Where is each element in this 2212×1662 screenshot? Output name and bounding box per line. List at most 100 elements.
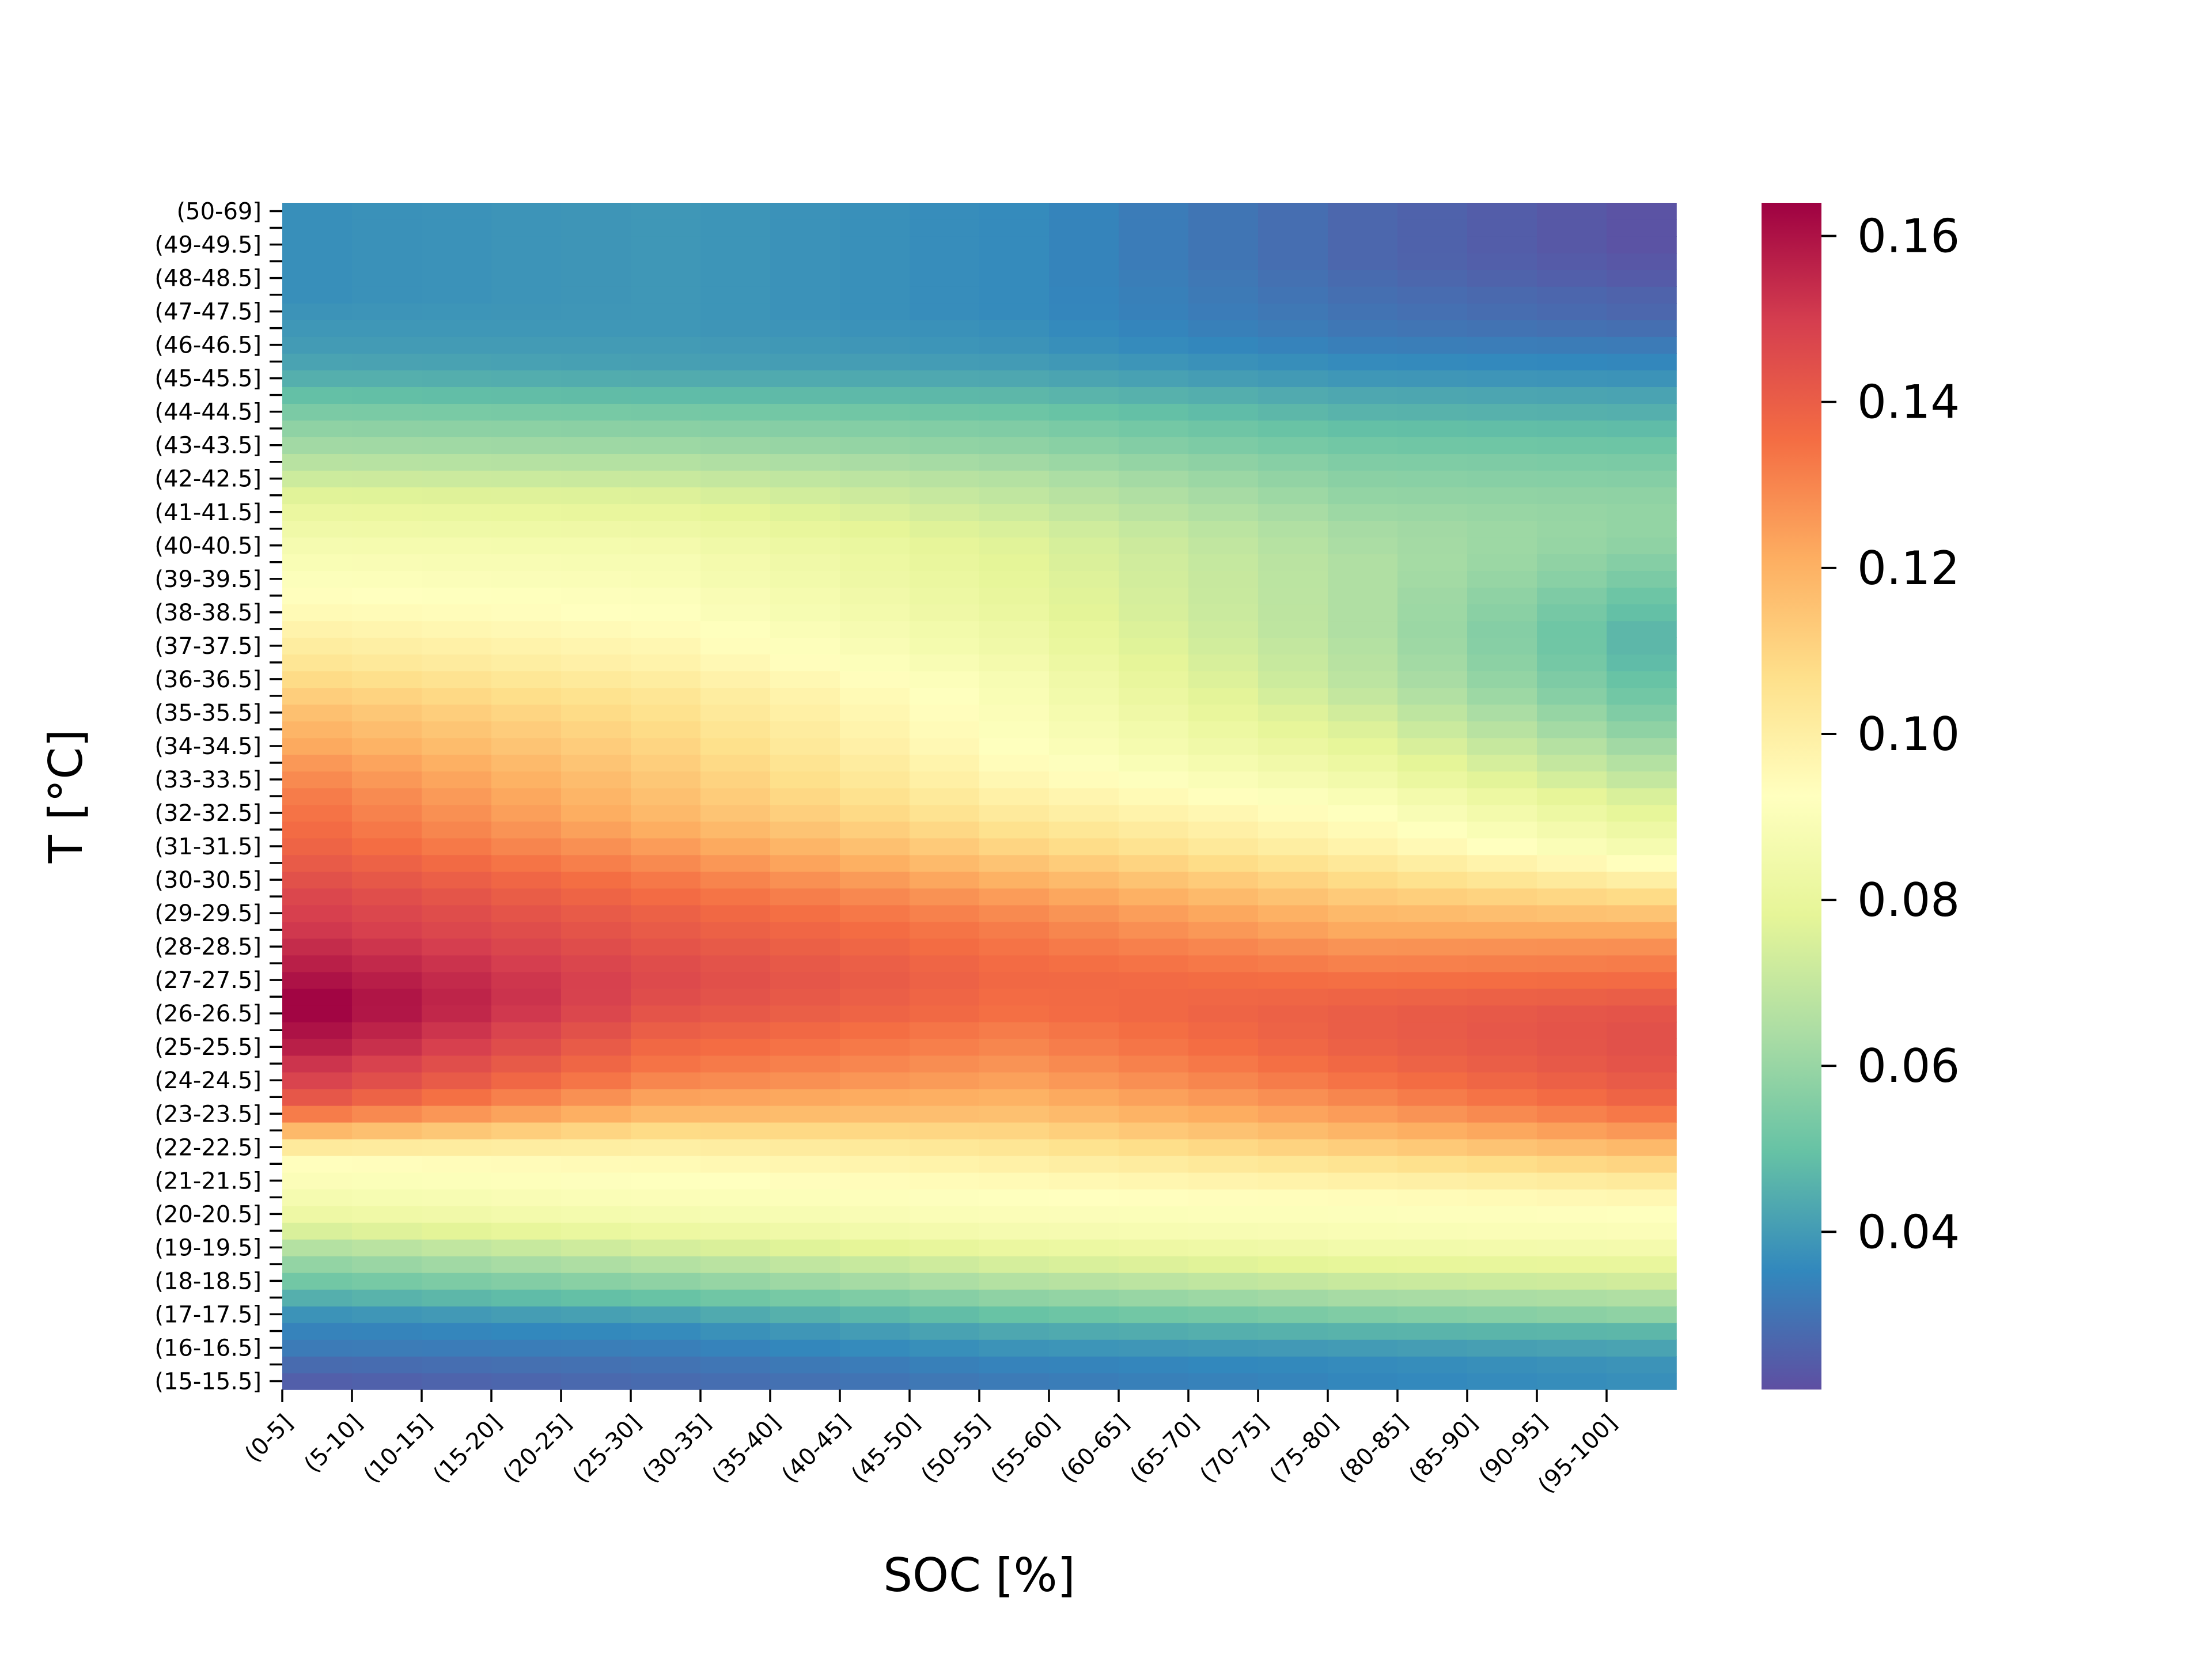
heatmap-cell	[1397, 637, 1468, 655]
heatmap-cell	[561, 320, 631, 337]
heatmap-cell	[282, 403, 353, 421]
y-tick-label: (44-44.5]	[154, 399, 262, 426]
heatmap-cell	[1607, 1038, 1677, 1056]
heatmap-cell	[700, 437, 771, 455]
heatmap-cell	[491, 1205, 562, 1223]
heatmap-cell	[1188, 353, 1259, 370]
heatmap-cell	[1258, 1305, 1328, 1323]
heatmap-cell	[631, 1272, 701, 1290]
heatmap-cell	[1049, 671, 1119, 688]
heatmap-cell	[1397, 1272, 1468, 1290]
heatmap-cell	[910, 286, 980, 304]
heatmap-cell	[910, 1272, 980, 1290]
heatmap-cell	[1467, 804, 1537, 822]
heatmap-cell	[1258, 637, 1328, 655]
heatmap-cell	[491, 453, 562, 471]
heatmap-cell	[979, 1055, 1050, 1073]
heatmap-cell	[1328, 1339, 1398, 1357]
heatmap-cell	[840, 587, 910, 605]
heatmap-cell	[840, 353, 910, 370]
heatmap-cell	[700, 871, 771, 889]
heatmap-cell	[1607, 687, 1677, 705]
heatmap-cell	[282, 1072, 353, 1089]
heatmap-cell	[910, 270, 980, 287]
heatmap-cell	[1328, 437, 1398, 455]
heatmap-cell	[700, 1339, 771, 1357]
heatmap-cell	[840, 1356, 910, 1373]
heatmap-cell	[352, 587, 422, 605]
heatmap-cell	[910, 737, 980, 755]
heatmap-cell	[1537, 1038, 1607, 1056]
heatmap-cell	[1049, 1138, 1119, 1156]
heatmap-cell	[840, 437, 910, 455]
heatmap-cell	[979, 1188, 1050, 1206]
heatmap-cell	[631, 721, 701, 739]
heatmap-cell	[1467, 687, 1537, 705]
heatmap-cell	[700, 604, 771, 622]
heatmap-cell	[1607, 1072, 1677, 1089]
heatmap-cell	[770, 1122, 840, 1139]
heatmap-cell	[1119, 336, 1189, 354]
heatmap-cell	[1537, 654, 1607, 672]
heatmap-cell	[282, 320, 353, 337]
y-tick-label: (36-36.5]	[154, 667, 262, 693]
heatmap-cell	[770, 838, 840, 855]
heatmap-cell	[700, 353, 771, 370]
heatmap-cell	[770, 804, 840, 822]
heatmap-cell	[631, 420, 701, 437]
heatmap-cell	[491, 520, 562, 538]
heatmap-cell	[561, 1172, 631, 1190]
heatmap-cell	[1258, 470, 1328, 488]
heatmap-cell	[1607, 737, 1677, 755]
heatmap-cell	[1467, 1155, 1537, 1173]
heatmap-cell	[1607, 754, 1677, 772]
heatmap-cell	[631, 503, 701, 521]
heatmap-cell	[1607, 420, 1677, 437]
heatmap-cell	[631, 236, 701, 253]
heatmap-cell	[1607, 470, 1677, 488]
heatmap-cell	[910, 771, 980, 789]
heatmap-cell	[1397, 704, 1468, 722]
heatmap-cell	[840, 219, 910, 237]
heatmap-cell	[1467, 453, 1537, 471]
heatmap-cell	[1467, 904, 1537, 922]
heatmap-cell	[561, 788, 631, 805]
heatmap-cell	[1537, 1372, 1607, 1390]
heatmap-cell	[1188, 303, 1259, 320]
heatmap-cell	[1397, 821, 1468, 839]
heatmap-cell	[491, 537, 562, 555]
heatmap-cell	[352, 704, 422, 722]
heatmap-cell	[979, 219, 1050, 237]
heatmap-cell	[1397, 1105, 1468, 1123]
heatmap-cell	[491, 437, 562, 455]
heatmap-cell	[561, 470, 631, 488]
heatmap-cell	[352, 387, 422, 404]
y-tick-label: (21-21.5]	[154, 1168, 262, 1194]
heatmap-cell	[1049, 420, 1119, 437]
heatmap-cell	[1049, 1205, 1119, 1223]
heatmap-cell	[1328, 286, 1398, 304]
heatmap-cell	[910, 487, 980, 505]
heatmap-cell	[770, 1172, 840, 1190]
heatmap-cell	[491, 821, 562, 839]
heatmap-cell	[979, 370, 1050, 387]
x-tick-label: (50-55]	[916, 1410, 995, 1489]
heatmap-cell	[491, 788, 562, 805]
heatmap-cell	[1049, 570, 1119, 588]
heatmap-cell	[1258, 1205, 1328, 1223]
heatmap-cell	[352, 1305, 422, 1323]
heatmap-cell	[770, 754, 840, 772]
heatmap-cell	[840, 387, 910, 404]
heatmap-cell	[491, 687, 562, 705]
heatmap-cell	[700, 1356, 771, 1373]
heatmap-cell	[1537, 1339, 1607, 1357]
heatmap-cell	[1049, 988, 1119, 1006]
heatmap-cell	[352, 1138, 422, 1156]
heatmap-cell	[491, 1255, 562, 1273]
colorbar-tick-label: 0.16	[1857, 210, 1960, 263]
heatmap-cell	[1328, 420, 1398, 437]
heatmap-cell	[491, 1188, 562, 1206]
heatmap-cell	[352, 1222, 422, 1240]
heatmap-cell	[1467, 1339, 1537, 1357]
